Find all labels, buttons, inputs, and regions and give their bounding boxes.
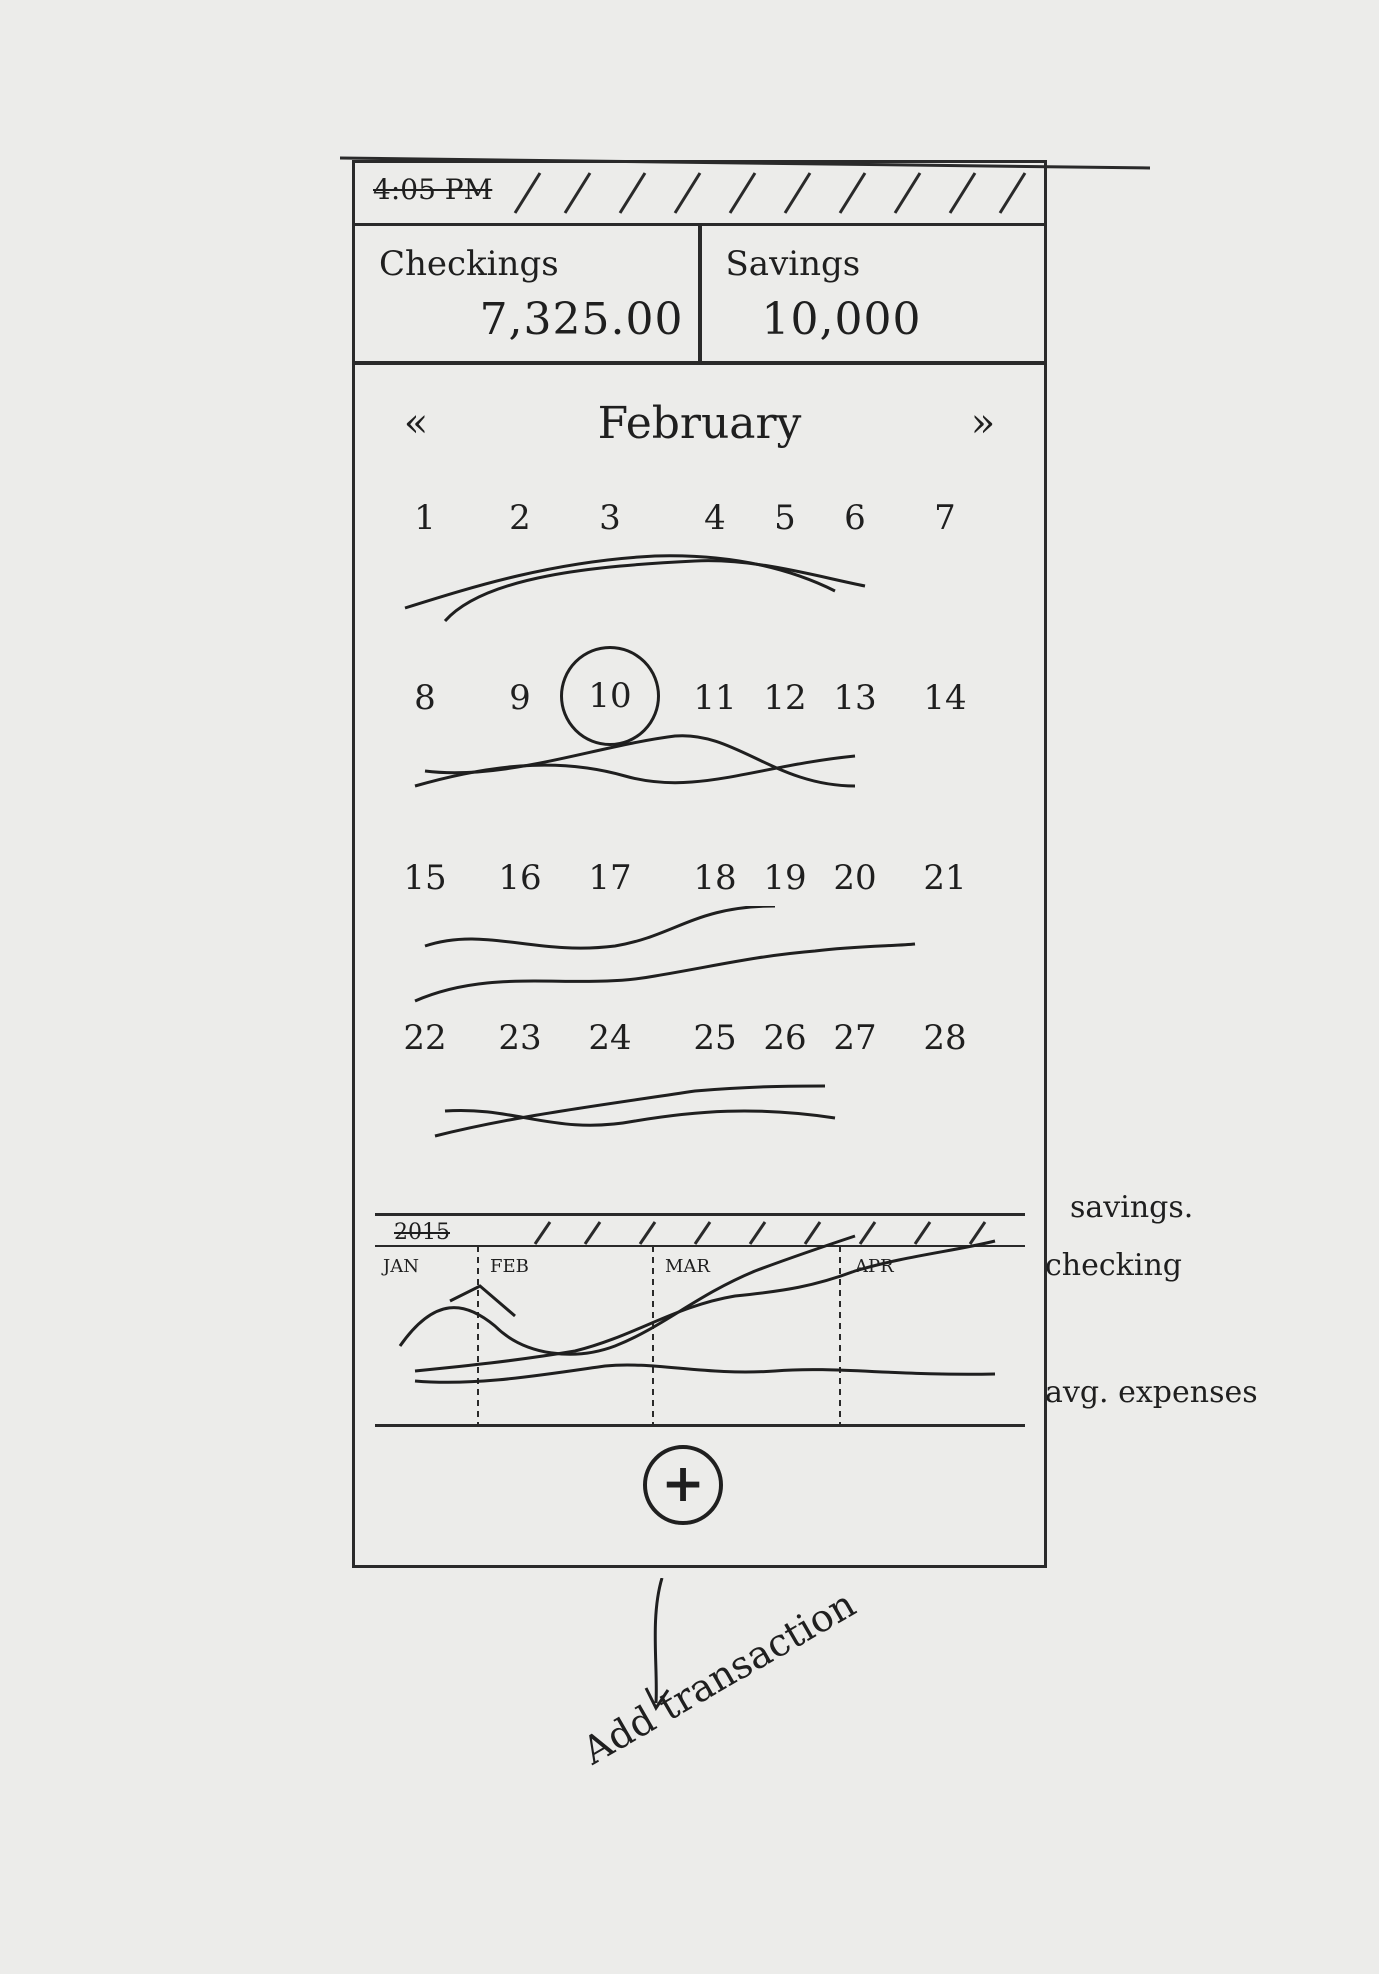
calendar-day[interactable]: 7 (934, 498, 956, 538)
prev-month-button[interactable]: « (403, 400, 429, 446)
calendar-week-row: 15 16 17 18 19 20 21 (395, 848, 1015, 1018)
calendar-header: « February » (355, 398, 1044, 458)
calendar-day[interactable]: 24 (588, 1018, 632, 1058)
checkings-label: Checkings (379, 244, 559, 284)
timeline-month-jan: JAN (383, 1256, 419, 1277)
timeline-sketch (375, 1221, 1025, 1424)
calendar-day-selected[interactable]: 10 (560, 646, 660, 746)
savings-balance: 10,000 (761, 294, 922, 345)
timeline-month-mar: MAR (665, 1256, 710, 1277)
calendar-day[interactable]: 28 (923, 1018, 967, 1058)
annotation-expenses: avg. expenses (1045, 1375, 1258, 1410)
next-month-button[interactable]: » (970, 400, 996, 446)
week-sparkline (414, 734, 856, 788)
checkings-balance: 7,325.00 (479, 294, 684, 345)
calendar-day[interactable]: 17 (588, 858, 632, 898)
calendar-day[interactable]: 27 (833, 1018, 877, 1058)
sketch-overhang-line (340, 156, 1151, 170)
calendar-day[interactable]: 15 (403, 858, 447, 898)
annotation-checking: checking (1045, 1248, 1182, 1283)
checkings-card[interactable]: Checkings 7,325.00 (355, 226, 698, 361)
timeline-month-apr: APR (855, 1256, 894, 1277)
annotation-add-transaction: Add transaction (575, 1581, 863, 1774)
calendar-day[interactable]: 4 (704, 498, 726, 538)
calendar-day[interactable]: 20 (833, 858, 877, 898)
checking-line (414, 1239, 996, 1373)
calendar-day[interactable]: 8 (414, 678, 436, 718)
savings-line (398, 1234, 856, 1356)
calendar-day[interactable]: 13 (833, 678, 877, 718)
calendar-week-row: 1 2 3 4 5 6 7 (395, 488, 1015, 658)
status-bar-hatching (513, 172, 1027, 214)
savings-card[interactable]: Savings 10,000 (697, 226, 1045, 361)
account-summary: Checkings 7,325.00 Savings 10,000 (355, 226, 1044, 365)
week-sparkline (414, 906, 916, 1003)
savings-label: Savings (725, 244, 861, 284)
avg-expenses-line (414, 1363, 996, 1384)
calendar-day[interactable]: 3 (599, 498, 621, 538)
calendar-day[interactable]: 9 (509, 678, 531, 718)
calendar-day[interactable]: 1 (414, 498, 436, 538)
calendar-day[interactable]: 23 (498, 1018, 542, 1058)
calendar-day[interactable]: 25 (693, 1018, 737, 1058)
calendar-day[interactable]: 6 (844, 498, 866, 538)
calendar-day[interactable]: 22 (403, 1018, 447, 1058)
status-time: 4:05 PM (369, 173, 497, 206)
calendar-day[interactable]: 26 (763, 1018, 807, 1058)
annotation-savings: savings. (1070, 1190, 1194, 1225)
week-sparkline (404, 554, 866, 622)
calendar: « February » 1 2 3 4 5 6 7 8 9 10 11 12 13 14 15 16 17 18… (355, 368, 1044, 1218)
calendar-day[interactable]: 16 (498, 858, 542, 898)
calendar-day[interactable]: 14 (923, 678, 967, 718)
calendar-day[interactable]: 11 (693, 678, 737, 718)
timeline-month-feb: FEB (490, 1256, 529, 1277)
status-bar: 4:05 PM (355, 163, 1044, 226)
month-title: February (597, 398, 802, 449)
calendar-day[interactable]: 18 (693, 858, 737, 898)
timeline-chart[interactable]: 2015 JAN FEB MAR APR (375, 1213, 1025, 1427)
calendar-day[interactable]: 5 (774, 498, 796, 538)
calendar-week-row: 22 23 24 25 26 27 28 (395, 1008, 1015, 1178)
add-bar: + (375, 1425, 1015, 1560)
calendar-day[interactable]: 12 (763, 678, 807, 718)
arrow-down-icon (644, 1578, 670, 1711)
calendar-day[interactable]: 21 (923, 858, 967, 898)
calendar-day[interactable]: 2 (509, 498, 531, 538)
calendar-day[interactable]: 19 (763, 858, 807, 898)
timeline-year: 2015 (391, 1220, 453, 1245)
week-sparkline (434, 1084, 836, 1138)
phone-frame: 4:05 PM Checkings 7,325.00 Savings 10,00… (352, 160, 1047, 1568)
add-transaction-button[interactable]: + (643, 1445, 723, 1525)
calendar-week-row: 8 9 10 11 12 13 14 (395, 646, 1015, 838)
